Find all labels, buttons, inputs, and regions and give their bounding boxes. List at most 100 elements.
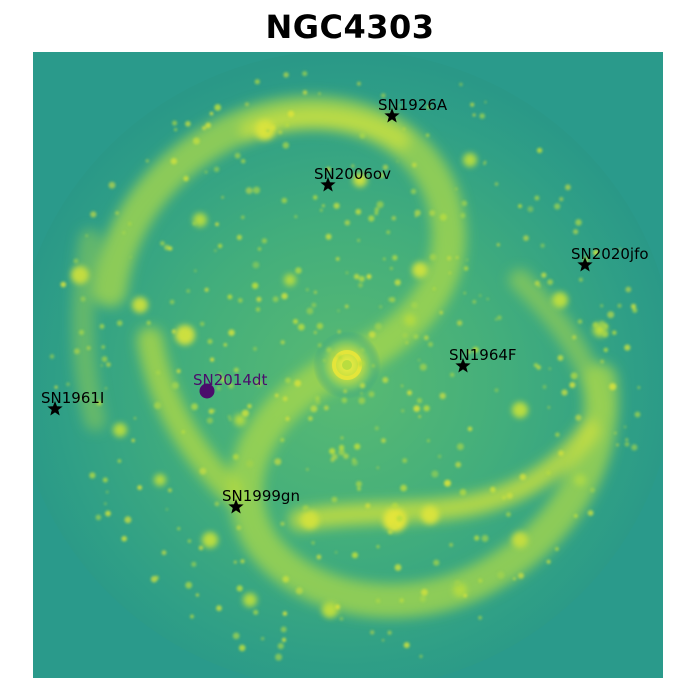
star-speckle [233, 560, 237, 564]
star-speckles [49, 71, 641, 661]
star-speckle [323, 359, 326, 362]
star-speckle [246, 460, 254, 468]
star-speckle [252, 186, 261, 194]
star-speckle [354, 443, 361, 450]
star-speckle [396, 515, 404, 522]
star-speckle [603, 347, 608, 353]
star-speckle [513, 577, 516, 581]
star-speckle [293, 319, 298, 324]
star-speckle [565, 184, 571, 191]
star-speckle [233, 454, 239, 460]
star-speckle [446, 256, 452, 261]
star-speckle [245, 187, 253, 195]
star-speckle [540, 243, 545, 248]
star-speckle [547, 406, 551, 409]
star-speckle [624, 442, 630, 447]
star-speckle [416, 398, 423, 404]
star-speckle [523, 235, 529, 241]
star-speckle [335, 257, 340, 261]
star-speckle [280, 521, 285, 526]
star-speckle [181, 330, 186, 335]
star-speckle [318, 92, 321, 95]
star-speckle [282, 142, 290, 149]
star-icon [228, 499, 244, 514]
star-speckle [156, 370, 161, 375]
star-speckle [261, 238, 267, 244]
star-speckle [255, 380, 263, 387]
star-speckle [227, 294, 233, 300]
star-speckle [466, 258, 469, 261]
star-speckle [185, 581, 193, 589]
star-speckle [345, 304, 349, 309]
star-speckle [541, 272, 547, 278]
star-icon [577, 257, 593, 272]
star-speckle [137, 485, 143, 490]
star-speckle [358, 275, 365, 282]
star-speckle [115, 211, 119, 215]
star-speckle [285, 377, 291, 384]
star-speckle [329, 448, 336, 455]
star-speckle [306, 468, 309, 471]
star-clusters [71, 120, 607, 618]
star-speckle [313, 195, 318, 200]
star-speckle [554, 203, 561, 210]
star-speckle [537, 284, 541, 288]
star-speckle [283, 72, 289, 78]
star-speckle [134, 417, 136, 420]
star-speckle [223, 343, 227, 347]
star-speckle [375, 598, 381, 603]
star-speckle [579, 277, 583, 282]
star-speckle [467, 350, 471, 354]
star-speckle [400, 384, 404, 388]
star-speckle [282, 575, 290, 583]
star-speckle [306, 307, 314, 315]
star-speckle [181, 430, 185, 434]
star-speckle [171, 329, 176, 334]
star-speckle [402, 332, 408, 338]
star-speckle [338, 444, 345, 451]
star-speckle [425, 133, 430, 137]
star-speckle [407, 390, 412, 396]
star-speckle [104, 502, 107, 505]
star-speckle [401, 409, 405, 413]
star-speckle [295, 587, 303, 595]
star-speckle [439, 213, 447, 221]
star-speckle [602, 331, 609, 338]
star-speckle [215, 222, 219, 226]
star-speckle [165, 508, 168, 511]
star-speckle [378, 172, 385, 179]
star-speckle [167, 488, 172, 493]
star-speckle [625, 438, 629, 441]
star-speckle [357, 81, 361, 86]
star-speckle [374, 207, 380, 212]
star-speckle [490, 486, 496, 492]
star-speckle [275, 393, 279, 398]
star-speckle [573, 229, 579, 235]
circle-icon [199, 383, 215, 399]
star-speckle [105, 387, 107, 390]
star-speckle [502, 495, 506, 500]
star-speckle [455, 461, 462, 468]
star-speckle [202, 126, 207, 131]
star-speckle [343, 389, 348, 394]
star-speckle [198, 545, 204, 551]
star-speckle [355, 208, 362, 215]
star-speckle [358, 397, 366, 405]
star-speckle [105, 510, 111, 517]
star-speckle [313, 331, 317, 334]
star-speckle [411, 302, 418, 309]
star-speckle [456, 320, 463, 326]
star-speckle [423, 335, 429, 341]
star-speckle [278, 130, 283, 135]
star-speckle [600, 304, 604, 308]
star-speckle [254, 79, 260, 85]
star-speckle [80, 296, 86, 302]
sn-label: SN2020jfo [571, 245, 649, 263]
star-speckle [381, 438, 386, 443]
star-speckle [495, 318, 498, 321]
star-speckle [542, 385, 547, 389]
star-speckle [302, 71, 308, 77]
star-speckle [221, 196, 224, 199]
star-speckle [518, 572, 524, 579]
